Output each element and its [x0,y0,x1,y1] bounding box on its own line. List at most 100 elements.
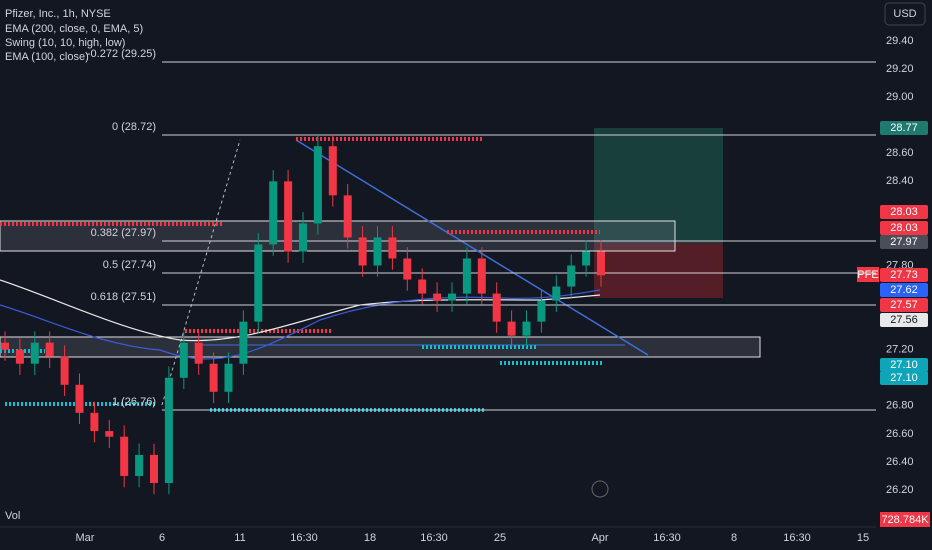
candle-body [552,286,561,301]
price-badge-label: 27.97 [890,236,918,248]
price-badge-label: 27.10 [890,372,918,384]
volume-value: 728.784K [881,514,929,526]
candle-body [597,251,605,276]
candle-body [373,237,382,266]
currency[interactable]: USD [893,8,916,20]
candle-body [120,436,129,476]
currency-button[interactable] [884,2,926,26]
candle-body [522,321,531,336]
price-badge [880,268,928,282]
indicator: Swing (10, 10, high, low) [5,37,125,49]
candle-body [194,342,203,364]
price-tick: 28.60 [886,147,914,159]
candle-body [75,384,84,413]
price-badge [880,371,928,385]
candle-body [15,349,24,364]
time-label: 16:30 [653,532,681,544]
time-label: 11 [234,532,245,544]
candle-body [582,251,591,266]
candle-body [224,363,233,392]
time-label: Mar [76,532,95,544]
candle-body [567,265,576,287]
price-badge [880,221,928,235]
candle-body [388,237,397,259]
support-box [0,336,761,358]
fib-label: -0.272 (29.25) [87,48,156,60]
candle-body [403,258,412,280]
candle-body [358,237,367,266]
price-badge-label: 28.03 [890,206,918,218]
price-badge [880,205,928,219]
fib-label: 0.382 (27.97) [91,227,156,239]
price-badge-label: 27.62 [890,284,918,296]
header-title: Pfizer, Inc., 1h, NYSE [5,8,111,20]
time-label: 8 [731,532,737,544]
price-badge-label: 28.77 [890,122,918,134]
symbol: PFE [857,269,878,281]
candle-body [45,342,54,357]
price-tick: 26.60 [886,428,914,440]
candle-body [269,181,278,245]
price-tick: 29.20 [886,63,914,75]
candle-body [164,377,173,483]
price-tick: 28.40 [886,175,914,187]
event-icon[interactable] [591,480,609,498]
price-tick: 26.20 [886,484,914,496]
time-label: 16:30 [783,532,811,544]
fib-label: 0.618 (27.51) [91,291,156,303]
candle-body [1,342,9,350]
candle-body [284,181,293,252]
time-label: 18 [364,532,376,544]
ema-200 [0,279,601,342]
volume-badge [880,512,930,527]
price-badge [880,235,928,249]
candle-body [328,146,337,196]
price-tick: 29.40 [886,35,914,47]
candle-body [150,454,158,483]
indicator: EMA (200, close, 0, EMA, 5) [5,23,143,35]
price-badge [880,313,928,327]
candle-body [448,293,456,301]
price-badge-label: 27.57 [890,299,918,311]
target-zone [594,128,723,243]
candle-body [209,363,218,392]
candle-body [254,244,263,322]
time-label: 16:30 [290,532,318,544]
fib-label: 0 (28.72) [112,121,156,133]
time-label: 15 [857,532,869,544]
time-label: 6 [159,532,165,544]
candle-body [90,412,99,432]
volume-label: Vol [5,510,20,522]
time-label: Apr [591,532,608,544]
candle-body [537,300,546,322]
candle-body [418,279,427,294]
time-label: 16:30 [420,532,448,544]
ema-100 [0,289,601,360]
price-tick: 26.40 [886,456,914,468]
candle-body [343,195,352,238]
candle-body [135,454,144,476]
price-badge-label: 27.73 [890,269,918,281]
fib-label: 0.5 (27.74) [103,259,156,271]
trend-line [295,139,649,356]
price-badge-label: 27.56 [890,314,918,326]
candle-body [60,356,69,385]
candle-body [179,342,188,378]
symbol-badge [857,267,879,282]
candle-body [313,146,322,224]
candle-body [299,223,307,252]
candle-body [239,321,248,364]
candle-body [477,258,486,294]
price-badge [880,121,928,135]
candle-body [462,258,471,294]
time-label: 25 [494,532,506,544]
price-badge-label: 28.03 [890,222,918,234]
stop-zone [594,243,723,298]
indicator: EMA (100, close) [5,51,89,63]
candle-body [507,321,516,336]
price-badge [880,283,928,297]
fib-label: 1 (26.76) [112,396,156,408]
candle-body [433,293,442,301]
price-tick: 27.20 [886,344,914,356]
